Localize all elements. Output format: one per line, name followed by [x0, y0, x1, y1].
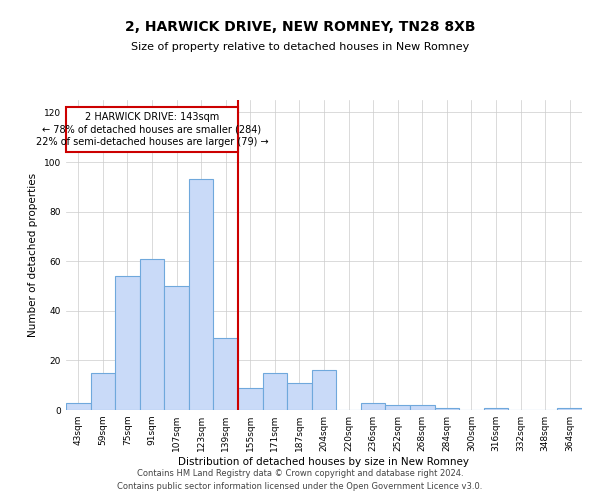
Bar [66, 402, 91, 410]
Bar [484, 408, 508, 410]
Text: 2 HARWICK DRIVE: 143sqm: 2 HARWICK DRIVE: 143sqm [85, 112, 219, 122]
Text: ← 78% of detached houses are smaller (284): ← 78% of detached houses are smaller (28… [43, 125, 262, 135]
Bar [410, 405, 434, 410]
Bar [238, 388, 263, 410]
Bar [115, 276, 140, 410]
Text: Contains public sector information licensed under the Open Government Licence v3: Contains public sector information licen… [118, 482, 482, 491]
Bar [385, 405, 410, 410]
Bar [361, 402, 385, 410]
Bar [287, 382, 312, 410]
Y-axis label: Number of detached properties: Number of detached properties [28, 173, 38, 337]
Bar [140, 258, 164, 410]
Bar [66, 108, 238, 152]
Bar [434, 408, 459, 410]
Text: 2, HARWICK DRIVE, NEW ROMNEY, TN28 8XB: 2, HARWICK DRIVE, NEW ROMNEY, TN28 8XB [125, 20, 475, 34]
Bar [263, 373, 287, 410]
Bar [312, 370, 336, 410]
Text: Size of property relative to detached houses in New Romney: Size of property relative to detached ho… [131, 42, 469, 52]
Bar [557, 408, 582, 410]
Text: 22% of semi-detached houses are larger (79) →: 22% of semi-detached houses are larger (… [35, 137, 268, 147]
Text: Contains HM Land Registry data © Crown copyright and database right 2024.: Contains HM Land Registry data © Crown c… [137, 468, 463, 477]
Bar [189, 180, 214, 410]
Bar [164, 286, 189, 410]
X-axis label: Distribution of detached houses by size in New Romney: Distribution of detached houses by size … [179, 457, 470, 467]
Bar [214, 338, 238, 410]
Bar [91, 373, 115, 410]
